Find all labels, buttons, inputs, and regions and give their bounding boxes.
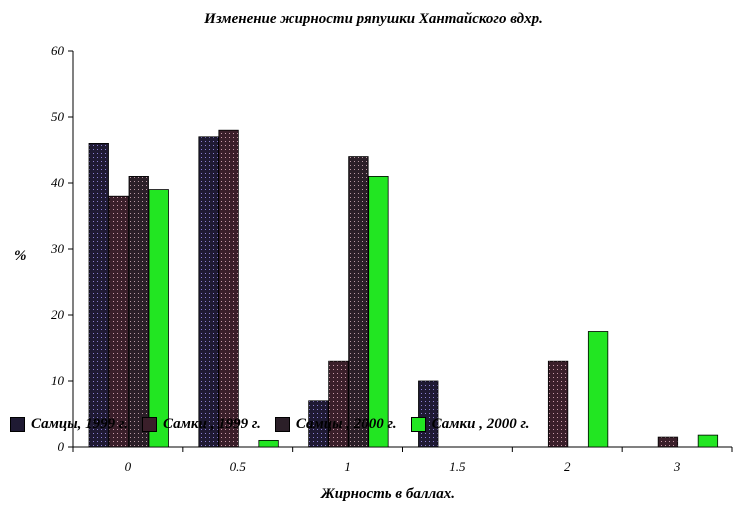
- bar: [348, 156, 369, 448]
- legend-item: Самцы, 1999 г.: [10, 416, 128, 433]
- bar: [697, 434, 719, 448]
- x-tick-label: 1: [344, 459, 351, 474]
- bar: [258, 439, 279, 448]
- x-tick-label: 1.5: [449, 459, 466, 474]
- legend-label: Самцы , 2000 г.: [295, 416, 397, 432]
- y-tick-label: 40: [51, 175, 65, 190]
- y-tick-label: 20: [51, 307, 65, 322]
- x-tick-label: 0.5: [230, 459, 247, 474]
- bar: [108, 195, 129, 448]
- bar: [587, 331, 609, 448]
- legend-label: Самки , 1999 г.: [162, 416, 261, 432]
- legend: Самцы, 1999 г. Самки , 1999 г. Самцы , 2…: [10, 416, 530, 433]
- x-axis-label: Жирность в баллах.: [321, 486, 455, 502]
- legend-label: Самки , 2000 г.: [431, 416, 530, 432]
- bar: [418, 380, 439, 448]
- bar: [88, 142, 109, 448]
- y-tick-label: 60: [51, 43, 65, 58]
- legend-item: Самки , 1999 г.: [141, 416, 261, 433]
- legend-item: Самцы , 2000 г.: [274, 416, 397, 433]
- bar: [657, 436, 679, 448]
- y-tick-label: 10: [51, 373, 65, 388]
- legend-swatch: [10, 417, 25, 432]
- legend-swatch: [410, 417, 426, 432]
- bar: [218, 129, 239, 448]
- legend-swatch: [141, 417, 157, 432]
- axes: 0 10 20 30 40 50 60 0 0.5 1 1.5 2 3: [50, 43, 733, 474]
- y-tick-label: 0: [58, 439, 65, 454]
- legend-item: Самки , 2000 г.: [410, 416, 530, 433]
- bar: [328, 360, 349, 448]
- x-tick-label: 2: [564, 459, 571, 474]
- bar: [308, 400, 329, 448]
- y-tick-label: 50: [51, 109, 65, 124]
- x-tick-label: 3: [673, 459, 681, 474]
- bar: [198, 136, 219, 448]
- bar: [547, 360, 569, 448]
- bar: [128, 175, 149, 448]
- chart-title: Изменение жирности ряпушки Хантайского в…: [204, 11, 543, 27]
- y-axis-label: %: [14, 248, 27, 264]
- bar: [148, 189, 169, 448]
- y-tick-label: 30: [50, 241, 65, 256]
- x-tick-label: 0: [125, 459, 132, 474]
- bars: [88, 129, 719, 448]
- legend-swatch: [274, 417, 290, 432]
- bar: [368, 175, 389, 448]
- legend-label: Самцы, 1999 г.: [31, 416, 128, 432]
